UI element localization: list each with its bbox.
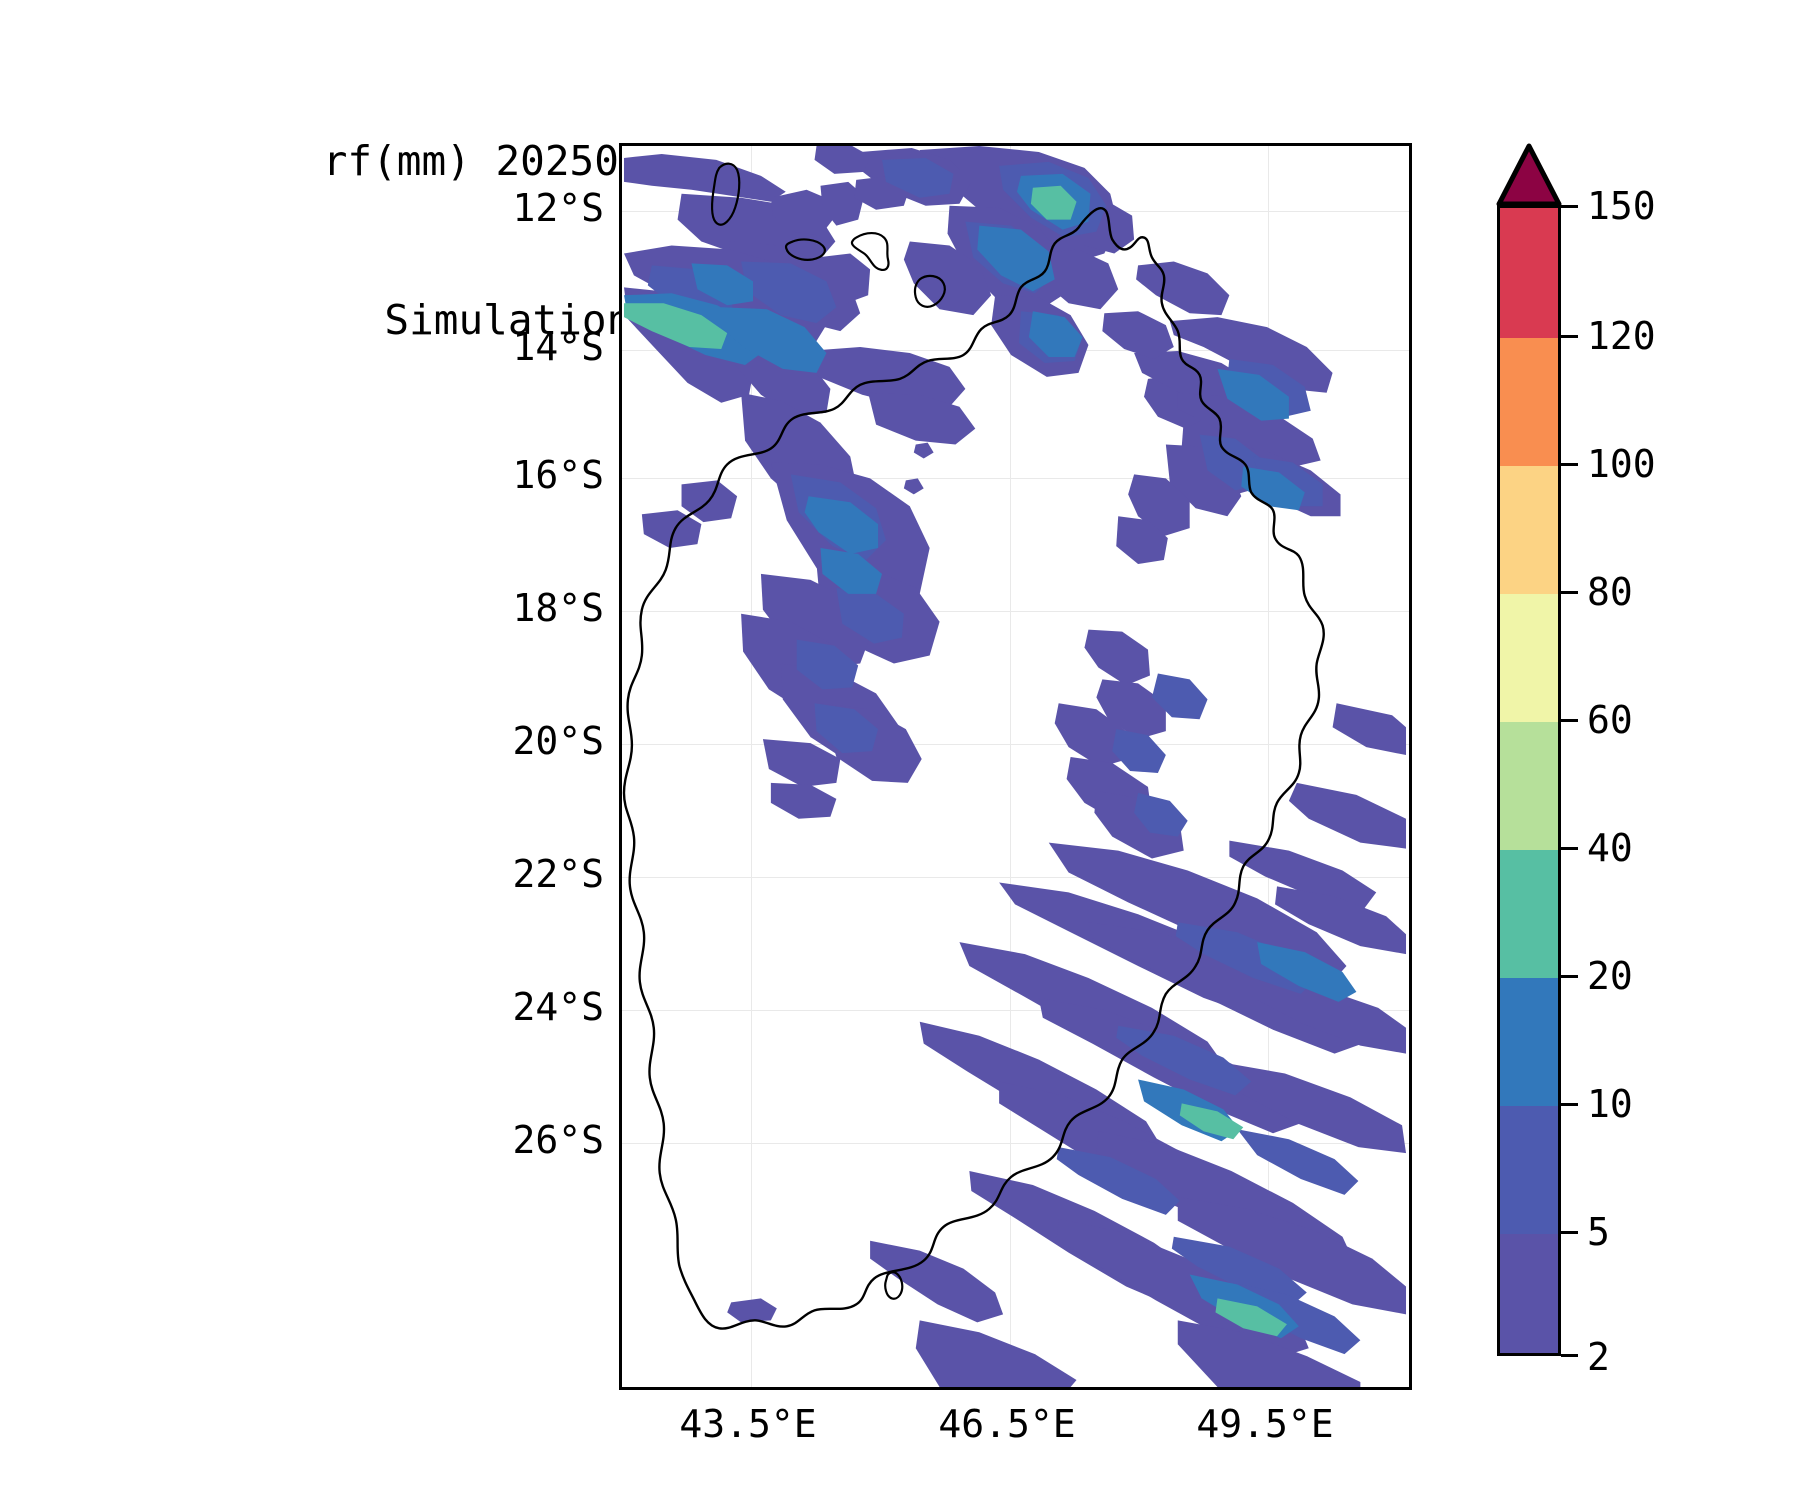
ytick-label-16s: 16°S	[512, 453, 604, 497]
colorbar-tick-150	[1561, 205, 1578, 208]
colorbar-tick-2	[1561, 1354, 1578, 1357]
colorbar-segment-40-60	[1500, 722, 1558, 850]
colorbar-tick-label-100: 100	[1587, 442, 1656, 486]
gridline-horizontal-18s	[622, 611, 1409, 612]
colorbar-tick-120	[1561, 335, 1578, 338]
colorbar-tick-80	[1561, 591, 1578, 594]
colorbar-tick-label-120: 120	[1587, 314, 1656, 358]
ytick-label-20s: 20°S	[512, 719, 604, 763]
colorbar-segment-120-150	[1500, 208, 1558, 338]
colorbar-tick-label-60: 60	[1587, 698, 1633, 742]
coastline-madagascar	[622, 207, 1325, 1330]
colorbar-tick-40	[1561, 847, 1578, 850]
gridline-vertical-49-5e	[1268, 146, 1269, 1387]
colorbar-tick-label-5: 5	[1587, 1210, 1610, 1254]
colorbar-segment-20-40	[1500, 850, 1558, 978]
colorbar-tick-10	[1561, 1103, 1578, 1106]
ytick-label-22s: 22°S	[512, 852, 604, 896]
ytick-label-14s: 14°S	[512, 325, 604, 369]
colorbar-segment-100-120	[1500, 338, 1558, 466]
ytick-label-24s: 24°S	[512, 985, 604, 1029]
colorbar-segment-80-100	[1500, 466, 1558, 594]
colorbar-segment-2-5	[1500, 1234, 1558, 1353]
colorbar-segment-60-80	[1500, 594, 1558, 722]
colorbar-tick-5	[1561, 1231, 1578, 1234]
colorbar-tick-20	[1561, 975, 1578, 978]
contour-band-2-5mm-east	[727, 374, 1407, 1387]
gridline-vertical-43-5e	[751, 146, 752, 1387]
gridline-horizontal-24s	[622, 1010, 1409, 1011]
xtick-label-46-5e: 46.5°E	[938, 1402, 1076, 1446]
map-plot-area[interactable]	[619, 143, 1412, 1390]
colorbar-tick-label-40: 40	[1587, 826, 1633, 870]
coastline-island-1	[711, 162, 741, 226]
coastline-island-5	[884, 1271, 904, 1300]
gridline-horizontal-26s	[622, 1143, 1409, 1144]
coastline-island-4	[913, 274, 946, 308]
coastline-island-2	[784, 238, 826, 261]
ytick-label-12s: 12°S	[512, 186, 604, 230]
map-clip	[622, 146, 1409, 1387]
colorbar-tick-label-20: 20	[1587, 954, 1633, 998]
colorbar-extend-arrow-icon	[1496, 143, 1562, 207]
colorbar-gradient[interactable]	[1497, 205, 1561, 1356]
colorbar-segment-10-20	[1500, 978, 1558, 1106]
contour-band-20-40mm	[623, 185, 1287, 1337]
colorbar-tick-label-10: 10	[1587, 1082, 1633, 1126]
gridline-horizontal-22s	[622, 877, 1409, 878]
xtick-label-49-5e: 49.5°E	[1196, 1402, 1334, 1446]
colorbar-tick-label-80: 80	[1587, 570, 1633, 614]
colorbar-tick-label-2: 2	[1587, 1335, 1610, 1379]
ytick-label-18s: 18°S	[512, 586, 604, 630]
colorbar-segment-5-10	[1500, 1106, 1558, 1234]
gridline-horizontal-16s	[622, 478, 1409, 479]
colorbar-tick-100	[1561, 463, 1578, 466]
xtick-label-43-5e: 43.5°E	[679, 1402, 817, 1446]
colorbar-tick-60	[1561, 719, 1578, 722]
ytick-label-26s: 26°S	[512, 1118, 604, 1162]
gridline-horizontal-20s	[622, 744, 1409, 745]
colorbar-tick-label-150: 150	[1587, 184, 1656, 228]
coastline-island-3	[850, 231, 890, 271]
colorbar[interactable]: 150 120 100 80 60 40 20 10 5 2	[1496, 143, 1656, 1390]
rainfall-contour-layer	[622, 146, 1407, 1387]
gridline-vertical-46-5e	[1010, 146, 1011, 1387]
